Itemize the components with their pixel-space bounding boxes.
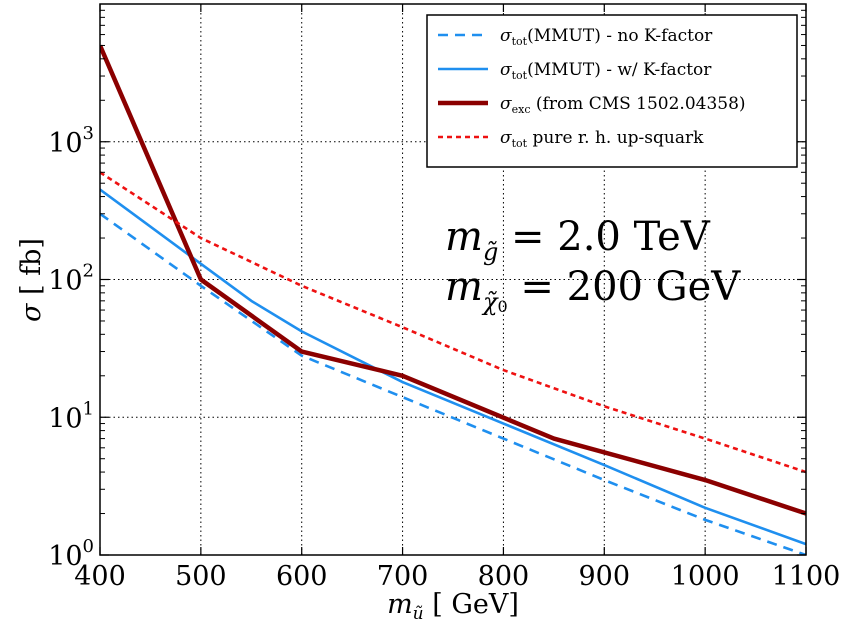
legend-label-4: σtot pure r. h. up-squark: [500, 128, 704, 150]
x-tick-labels: 400 500 600 700 800 900 1000 1100: [74, 561, 840, 592]
y-tick-label: 101: [48, 398, 94, 434]
series-line-2: [100, 188, 806, 546]
legend-label-2: σtot(MMUT) - w/ K-factor: [500, 60, 712, 82]
series-line-3: [100, 44, 806, 516]
x-tick-label: 1100: [772, 561, 841, 592]
x-tick-label: 1000: [671, 561, 740, 592]
series-layer: [100, 44, 806, 555]
axis-ticks: [99, 4, 807, 556]
y-tick-label: 102: [48, 261, 94, 297]
y-tick-label: 100: [48, 536, 94, 572]
series-line-1: [100, 212, 806, 555]
x-tick-label: 800: [478, 561, 530, 592]
x-axis-label: mũ [ GeV]: [387, 589, 519, 622]
x-tick-label: 700: [377, 561, 429, 592]
y-tick-label: 103: [48, 123, 94, 159]
legend-label-3: σexc (from CMS 1502.04358): [500, 94, 746, 116]
x-tick-label: 400: [74, 561, 126, 592]
legend: σtot(MMUT) - no K-factor σtot(MMUT) - w/ …: [426, 14, 798, 168]
series-line-4: [100, 171, 806, 474]
gluino-mass-annotation: mg̃ = 2.0 TeV: [445, 214, 711, 266]
x-tick-label: 500: [175, 561, 227, 592]
neutralino-mass-annotation: mχ̃0 = 200 GeV: [445, 264, 741, 316]
y-axis-label: σ [ fb]: [16, 238, 47, 322]
legend-frame: [426, 14, 798, 168]
y-tick-labels: 100 101 102 103: [48, 123, 94, 572]
legend-label-1: σtot(MMUT) - no K-factor: [500, 26, 713, 48]
x-tick-label: 900: [579, 561, 631, 592]
x-tick-label: 600: [276, 561, 328, 592]
